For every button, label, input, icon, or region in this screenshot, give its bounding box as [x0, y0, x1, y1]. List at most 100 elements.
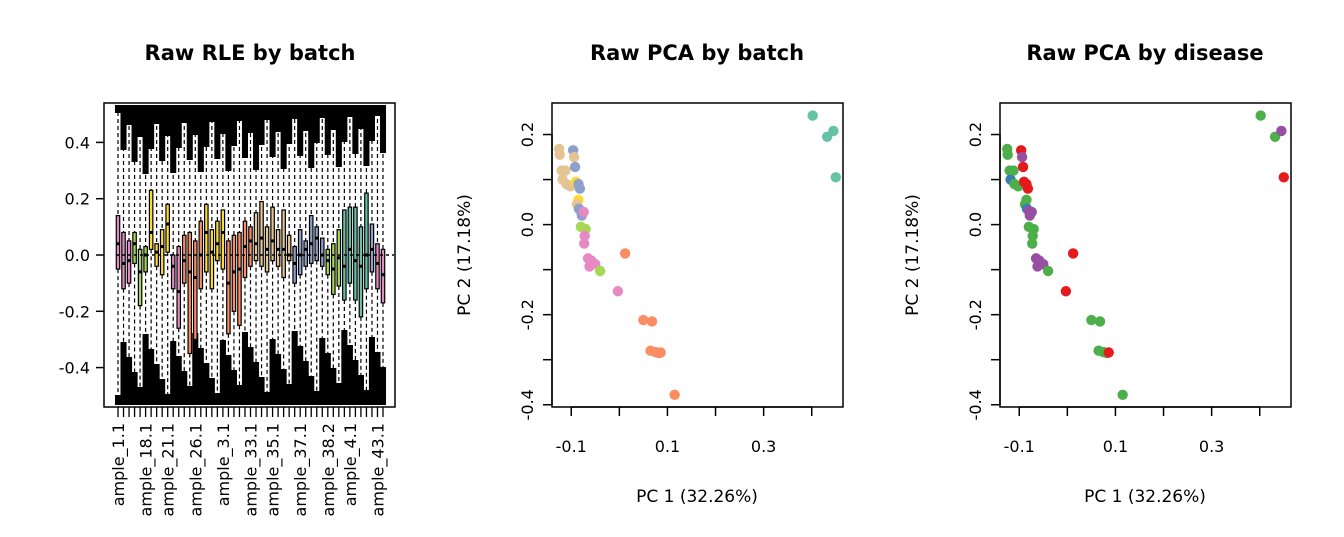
pca-point — [1278, 172, 1289, 183]
rle-outliers-low — [219, 340, 226, 405]
rle-box — [314, 226, 320, 262]
rle-box — [248, 226, 253, 267]
rle-box — [281, 209, 286, 279]
rle-box — [303, 240, 309, 267]
rle-x-axis: ample_1.1 ample_18.1 ample_21.1 ample_26.1 a… — [109, 407, 388, 516]
rle-box — [270, 206, 275, 262]
rle-outliers-high — [280, 105, 287, 169]
rle-outliers-high — [346, 105, 353, 117]
rle-xtick-label: ample_33.1 — [242, 423, 262, 516]
rle-outliers-high — [114, 105, 122, 113]
rle-outliers-low — [308, 376, 315, 405]
rle-outliers-low — [131, 372, 138, 405]
rle-outliers-low — [208, 378, 215, 405]
pca-point — [619, 248, 631, 259]
pca-disease-x-axis: -0.1 0.1 0.3 — [1004, 406, 1261, 456]
rle-outliers-low — [357, 375, 364, 405]
pca-batch-panel: Raw PCA by batch -0.1 0.1 0.3 -0.4 -0.2 0.0 0… — [455, 41, 844, 507]
rle-xtick-label: ample_35.1 — [264, 423, 284, 516]
rle-outliers-low — [186, 386, 193, 405]
rle-ytick-label: 0.0 — [65, 246, 90, 265]
rle-outliers-low — [148, 349, 155, 405]
pca-point — [568, 151, 580, 163]
rle-outliers-high — [258, 105, 265, 145]
rle-outliers-low — [247, 347, 254, 405]
pca-point — [655, 347, 666, 358]
rle-box — [358, 226, 364, 318]
rle-outliers-high — [319, 105, 326, 118]
rle-box — [121, 231, 126, 290]
pca-disease-panel: Raw PCA by disease -0.1 0.1 0.3 -0.4 -0.2 0.… — [903, 41, 1292, 507]
rle-outliers-high — [142, 105, 149, 174]
pca-point — [1042, 265, 1054, 277]
rle-outliers-low — [214, 393, 221, 405]
pca-point — [594, 265, 606, 277]
rle-outliers-low — [352, 360, 359, 405]
pca-point — [560, 165, 571, 176]
pca-xtick-label: -0.1 — [1004, 437, 1035, 456]
pca-disease-title: Raw PCA by disease — [1026, 41, 1263, 65]
pca-point — [1103, 347, 1114, 358]
rle-box — [187, 231, 193, 355]
pca-batch-xlabel: PC 1 (32.26%) — [636, 487, 758, 507]
rle-outliers-low — [302, 361, 309, 405]
rle-outliers-low — [164, 394, 171, 405]
pca-batch-frame — [551, 102, 844, 408]
pca-ytick-label: 0.2 — [518, 122, 537, 147]
rle-outliers-low — [192, 333, 199, 405]
rle-box — [143, 245, 148, 273]
rle-box — [159, 229, 165, 276]
rle-box — [226, 240, 231, 335]
rle-outliers-high — [186, 105, 193, 160]
rle-outliers-low — [159, 379, 166, 405]
rle-box — [319, 237, 325, 267]
pca-point — [1017, 161, 1029, 173]
rle-box — [220, 209, 226, 270]
rle-outliers-high — [159, 105, 166, 161]
rle-box — [215, 220, 220, 262]
rle-box — [192, 240, 198, 341]
rle-outliers-high — [181, 105, 188, 123]
rle-outliers-low — [275, 354, 282, 405]
pca-disease-xlabel: PC 1 (32.26%) — [1084, 487, 1206, 507]
rle-box — [253, 212, 259, 262]
rle-outliers-high — [208, 105, 215, 122]
pca-point — [1027, 230, 1038, 242]
rle-outliers-low — [142, 334, 149, 405]
rle-box — [375, 243, 380, 290]
pca-batch-y-axis: -0.4 -0.2 0.0 0.2 — [518, 122, 553, 420]
rle-outliers-high — [153, 105, 160, 124]
pca-batch-x-axis: -0.1 0.1 0.3 — [556, 406, 813, 456]
rle-ytick-label: 0.4 — [65, 133, 90, 152]
rle-box — [347, 206, 353, 284]
rle-outliers-low — [137, 387, 144, 405]
rle-xtick-label: ample_38.2 — [319, 423, 339, 516]
rle-outliers-high — [126, 105, 133, 125]
pca-ytick-label: 0.2 — [966, 122, 985, 147]
rle-xtick-label: ample_3.1 — [214, 423, 234, 506]
rle-outliers-low — [363, 390, 370, 405]
rle-outliers-low — [120, 342, 127, 405]
rle-outliers-high — [192, 105, 199, 135]
rle-outliers-low — [280, 369, 287, 405]
rle-outliers-low — [170, 341, 177, 405]
rle-ytick-label: -0.4 — [59, 359, 90, 378]
pca-xtick-label: 0.3 — [751, 437, 776, 456]
rle-outliers-low — [126, 357, 133, 405]
pca-ytick-label: -0.4 — [518, 389, 537, 420]
pca-point — [554, 149, 565, 160]
rle-outliers-high — [225, 105, 232, 171]
rle-outliers-high — [379, 105, 387, 153]
pca-point — [574, 183, 586, 194]
pca-point — [638, 314, 649, 326]
pca-disease-y-axis: -0.4 -0.2 0.0 0.2 — [966, 122, 1001, 420]
pca-batch-points — [554, 110, 841, 401]
rle-outliers-low — [114, 395, 122, 405]
rle-box — [176, 245, 182, 329]
rle-xtick-label: ample_43.1 — [368, 423, 388, 516]
rle-outliers-high — [164, 105, 171, 136]
pca-point — [646, 316, 658, 327]
rle-y-axis: -0.4 -0.2 0.0 0.2 0.4 — [59, 133, 104, 378]
rle-box — [137, 248, 143, 307]
